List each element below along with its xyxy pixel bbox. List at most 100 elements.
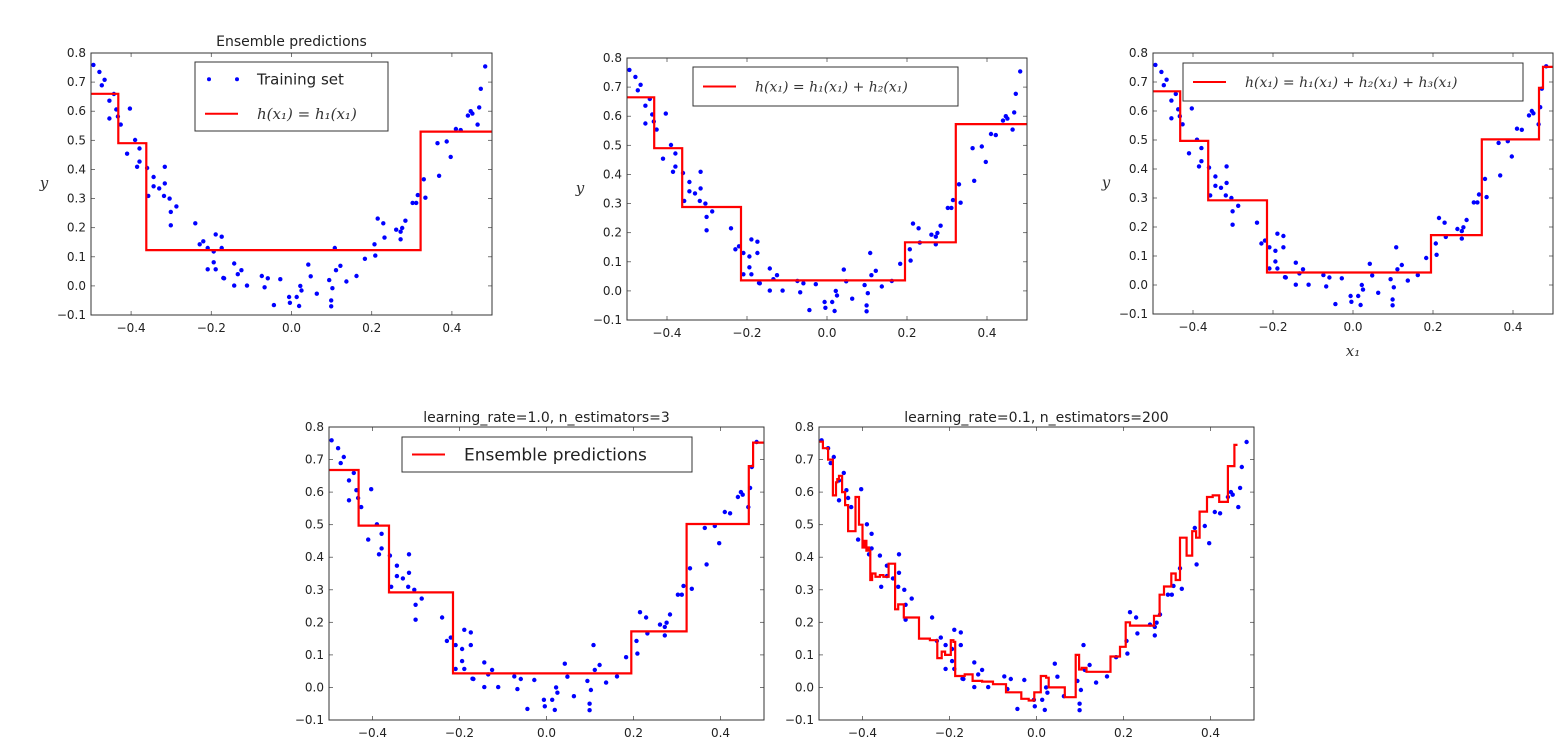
training-point [643, 103, 648, 108]
training-point [197, 242, 202, 247]
training-point [448, 635, 453, 640]
subplot-1: −0.4 −0.2 0.0 0.2 0.4 −0.1 0.0 0.1 0.2 0.3 0.4 0.5 0… [39, 34, 493, 335]
training-point [329, 298, 334, 303]
training-point [1273, 248, 1278, 253]
training-point [1093, 680, 1099, 685]
training-point [468, 630, 473, 635]
y-tick-label: 0.7 [795, 453, 814, 467]
legend-label: h(x₁) = h₁(x₁) + h₂(x₁) + h₃(x₁) [1245, 75, 1458, 91]
training-point [97, 69, 102, 75]
training-point [410, 200, 415, 206]
x-tick-label: 0.2 [624, 726, 643, 740]
y-tick-label: 0.3 [305, 583, 324, 597]
training-point [633, 74, 638, 80]
training-point [1153, 62, 1158, 68]
training-point [1199, 159, 1204, 164]
y-tick-label: 0.6 [603, 109, 622, 123]
training-point [314, 291, 319, 296]
training-point [213, 267, 218, 272]
training-point [436, 173, 442, 178]
training-point [132, 137, 138, 143]
training-point [588, 687, 594, 693]
training-point [747, 265, 752, 270]
training-point [414, 200, 419, 206]
training-point [1359, 282, 1365, 288]
training-point [483, 64, 488, 69]
training-point [634, 638, 639, 644]
training-point [722, 509, 727, 515]
y-tick-label: 0.1 [1129, 249, 1148, 263]
training-point [1281, 245, 1286, 250]
training-point [1223, 193, 1229, 198]
y-tick-label: 0.2 [1129, 220, 1148, 234]
training-point [879, 584, 884, 589]
training-point [1040, 697, 1045, 702]
training-point [1224, 180, 1229, 186]
training-point [382, 235, 387, 240]
training-point [877, 553, 883, 558]
training-point [1015, 706, 1020, 712]
training-point [459, 658, 465, 664]
x-tick-label: 0.4 [1503, 320, 1522, 334]
training-point [832, 308, 837, 314]
training-point [244, 283, 250, 288]
legend-label: Training set [256, 71, 344, 89]
axes-frame [818, 426, 1255, 721]
training-point [704, 214, 709, 220]
training-point [614, 674, 620, 679]
training-point [972, 660, 977, 665]
training-point [687, 179, 692, 185]
training-point [286, 294, 292, 300]
training-point [869, 546, 874, 551]
training-point [976, 672, 981, 677]
training-point [157, 186, 162, 191]
training-point [107, 116, 112, 121]
training-point [1202, 523, 1208, 529]
training-point [587, 708, 592, 713]
y-tick-label: 0.2 [795, 615, 814, 629]
training-point [489, 667, 495, 673]
training-point [1230, 492, 1235, 497]
training-point [660, 156, 666, 161]
training-point [767, 288, 772, 293]
training-point [687, 189, 692, 194]
training-point [1509, 154, 1515, 159]
training-point [986, 684, 991, 690]
y-tick-label: 0.2 [305, 615, 324, 629]
training-point [864, 522, 870, 527]
training-point [1052, 661, 1058, 666]
training-point [993, 132, 998, 138]
training-point [1173, 91, 1179, 97]
training-point [398, 237, 403, 242]
training-point [341, 454, 346, 460]
training-point [271, 302, 277, 308]
training-point [767, 266, 772, 271]
prediction-line [627, 96, 1027, 282]
y-tick-label: 0.8 [67, 46, 86, 60]
training-point [553, 685, 559, 690]
legend-marker-dot [207, 77, 211, 82]
training-point [462, 666, 467, 672]
training-point [162, 164, 167, 169]
training-point [662, 633, 667, 638]
training-point [571, 694, 577, 699]
training-point [1519, 127, 1525, 132]
training-point [232, 283, 237, 288]
y-tick-label: 0.1 [67, 250, 86, 264]
training-point [979, 667, 985, 673]
subplot-3: −0.4 −0.2 0.0 0.2 0.4 −0.1 0.0 0.1 0.2 0.3 0.4 0.5 0… [1101, 46, 1554, 360]
training-point [728, 226, 734, 231]
x-tick-label: 0.0 [537, 726, 556, 740]
training-point [755, 250, 760, 256]
y-tick-label: −0.1 [785, 713, 814, 727]
training-point [1125, 651, 1130, 656]
y-tick-label: 0.4 [67, 162, 86, 176]
training-point [938, 223, 943, 228]
training-point [1135, 631, 1140, 636]
training-point [664, 620, 669, 625]
training-point [525, 706, 530, 712]
training-point [555, 690, 560, 695]
prediction-line [819, 440, 1238, 702]
x-tick-label: −0.2 [935, 726, 964, 740]
training-point [1424, 255, 1429, 261]
